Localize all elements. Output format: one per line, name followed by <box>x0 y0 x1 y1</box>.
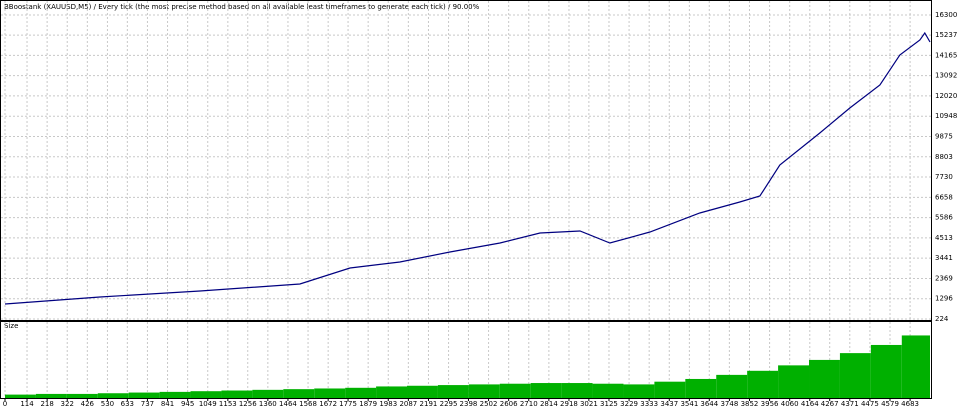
x-tick-label: 3748 <box>720 400 738 408</box>
size-bar <box>468 384 500 398</box>
x-tick-label: 1983 <box>379 400 397 408</box>
x-tick-label: 2814 <box>540 400 558 408</box>
y-tick-label: 3441 <box>935 254 953 262</box>
x-tick-label: 737 <box>141 400 154 408</box>
x-tick-label: 2398 <box>460 400 478 408</box>
x-tick-label: 3229 <box>620 400 638 408</box>
chart-title: BBoostank (XAUUSD,M5) / Every tick (the … <box>4 3 480 11</box>
x-tick-label: 633 <box>121 400 134 408</box>
x-tick-label: 1464 <box>279 400 297 408</box>
x-tick-label: 4267 <box>821 400 839 408</box>
x-tick-label: 3125 <box>600 400 618 408</box>
size-bar <box>685 378 717 398</box>
x-tick-label: 0 <box>3 400 7 408</box>
x-tick-label: 114 <box>20 400 34 408</box>
x-tick-label: 4371 <box>841 400 859 408</box>
y-tick-label: 6658 <box>935 193 953 201</box>
y-tick-label: 14165 <box>935 51 957 59</box>
size-bar <box>654 381 686 398</box>
size-bar <box>97 393 129 398</box>
x-tick-label: 2191 <box>420 400 438 408</box>
y-tick-label: 12020 <box>935 92 957 100</box>
size-bar <box>376 386 408 398</box>
y-tick-label: 2369 <box>935 274 953 282</box>
size-bar <box>345 387 377 398</box>
x-tick-label: 1256 <box>239 400 257 408</box>
x-tick-label: 4475 <box>861 400 879 408</box>
size-bar <box>716 374 748 398</box>
x-tick-label: 3021 <box>580 400 598 408</box>
x-tick-label: 426 <box>81 400 95 408</box>
y-tick-label: 16300 <box>935 11 957 19</box>
x-tick-label: 4579 <box>881 400 899 408</box>
size-bar <box>530 383 562 398</box>
x-tick-label: 1568 <box>299 400 317 408</box>
x-tick-label: 218 <box>40 400 53 408</box>
x-tick-label: 322 <box>61 400 74 408</box>
y-tick-label: 13092 <box>935 72 957 80</box>
size-bar <box>283 389 315 398</box>
size-bar <box>499 383 531 398</box>
x-tick-label: 2606 <box>500 400 518 408</box>
x-tick-label: 841 <box>161 400 174 408</box>
x-tick-label: 4683 <box>901 400 919 408</box>
size-bar <box>778 365 810 398</box>
size-bar <box>128 392 160 398</box>
size-bar <box>901 335 930 398</box>
size-bar <box>870 344 902 398</box>
x-tick-label: 3333 <box>640 400 658 408</box>
main-panel <box>0 0 932 321</box>
size-bar <box>561 383 593 398</box>
size-bar <box>159 391 191 398</box>
y-tick-label: 224 <box>935 315 949 323</box>
y-tick-label: 8803 <box>935 153 953 161</box>
size-bar <box>190 391 222 398</box>
x-tick-label: 1775 <box>339 400 357 408</box>
x-tick-label: 2918 <box>560 400 578 408</box>
x-tick-label: 2087 <box>399 400 417 408</box>
x-tick-label: 2710 <box>520 400 538 408</box>
x-tick-label: 3852 <box>741 400 759 408</box>
size-panel <box>0 321 932 399</box>
y-tick-label: 5586 <box>935 214 953 222</box>
y-tick-label: 4513 <box>935 234 953 242</box>
size-bar <box>314 388 346 398</box>
size-bar <box>5 394 36 398</box>
y-tick-label: 9875 <box>935 132 953 140</box>
x-tick-label: 3437 <box>660 400 678 408</box>
x-tick-label: 4060 <box>781 400 799 408</box>
x-tick-label: 530 <box>101 400 114 408</box>
y-tick-label: 15237 <box>935 31 957 39</box>
size-bar <box>839 353 871 398</box>
size-bar <box>623 384 655 398</box>
size-bar <box>592 383 624 398</box>
size-bar <box>35 393 67 398</box>
size-bar <box>66 393 98 398</box>
balance-line <box>4 31 931 305</box>
size-bar <box>221 390 253 398</box>
panel-title: Size <box>4 322 18 330</box>
y-tick-label: 7730 <box>935 173 953 181</box>
x-tick-label: 4164 <box>801 400 819 408</box>
x-tick-label: 3956 <box>761 400 779 408</box>
size-bar <box>747 370 779 398</box>
x-tick-label: 1360 <box>259 400 277 408</box>
y-tick-label: 1296 <box>935 295 953 303</box>
x-tick-label: 3644 <box>700 400 718 408</box>
x-tick-label: 945 <box>181 400 194 408</box>
size-bar <box>252 389 284 398</box>
x-tick-label: 2502 <box>480 400 498 408</box>
x-tick-label: 3541 <box>680 400 698 408</box>
x-tick-label: 1879 <box>359 400 377 408</box>
size-bar <box>437 385 469 398</box>
x-tick-label: 1153 <box>219 400 237 408</box>
size-bar <box>809 359 840 398</box>
x-tick-label: 2295 <box>440 400 458 408</box>
size-bar <box>407 385 438 398</box>
y-tick-label: 10948 <box>935 112 957 120</box>
x-tick-label: 1672 <box>319 400 337 408</box>
x-tick-label: 1049 <box>199 400 217 408</box>
